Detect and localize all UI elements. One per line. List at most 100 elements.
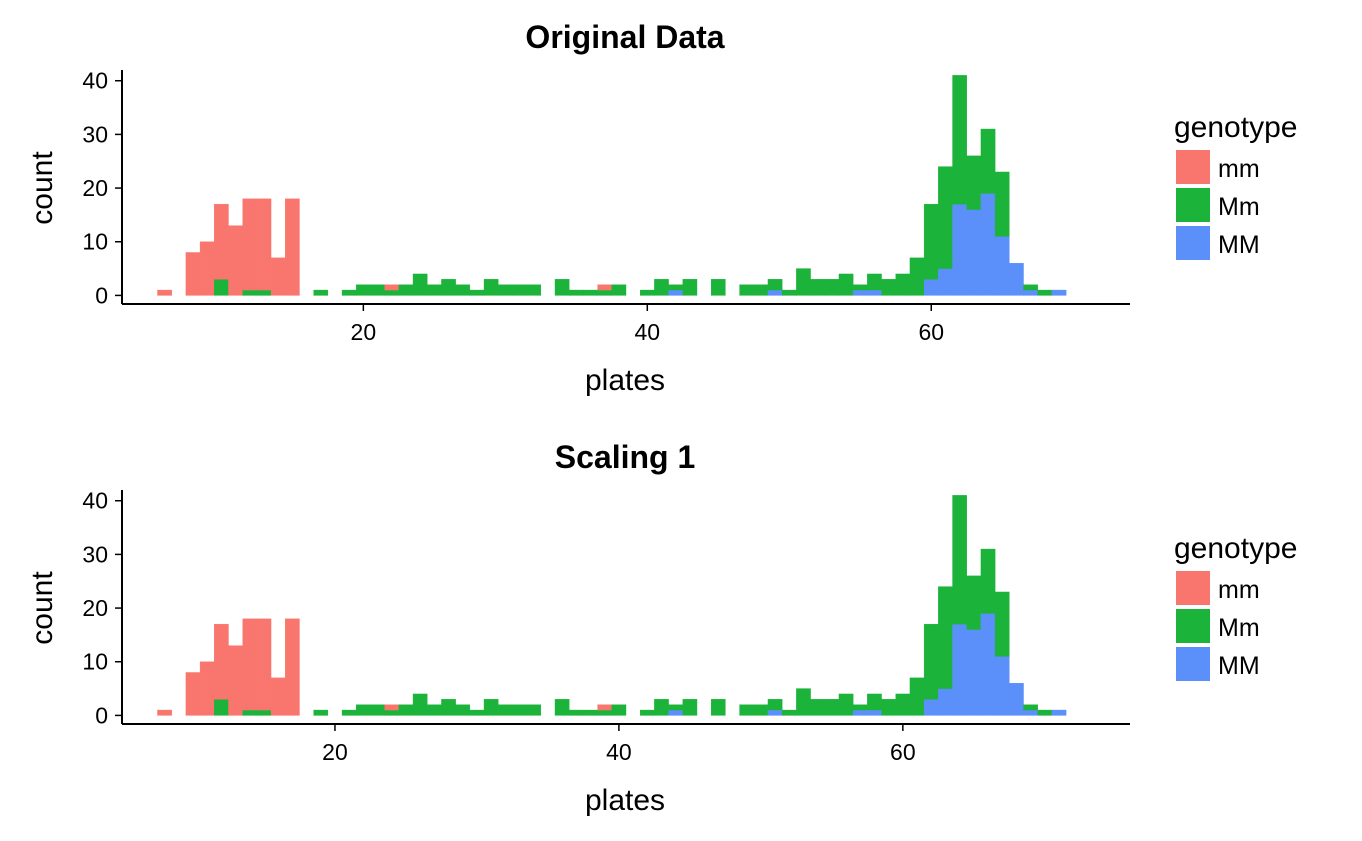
bar-mm-24 [384,704,400,711]
bar-mm-47 [710,699,726,716]
bar-mm-63 [966,209,982,296]
y-tick-label: 20 [82,595,108,621]
bar-mm-71 [1051,709,1067,716]
bar-mm-49 [739,704,754,716]
bar-mm-45 [682,699,698,716]
bar-mm-65 [966,575,982,630]
bar-mm-14 [270,257,286,296]
bar-mm-14 [242,618,258,711]
y-tick-label: 20 [82,175,108,201]
bar-mm-43 [654,699,669,716]
bar-mm-45 [710,279,726,296]
bar-mm-63 [938,688,953,716]
bar-mm-12 [214,699,229,716]
bar-mm-70 [1037,709,1053,716]
bar-mm-26 [412,693,428,716]
bar-mm-44 [668,704,683,711]
bar-mm-12 [242,289,258,296]
bar-mm-24 [384,709,400,716]
bar-mm-42 [668,284,683,291]
legend-key-mm [1176,571,1210,605]
y-tick-label: 10 [82,649,108,675]
bar-mm-64 [952,623,967,716]
bar-mm-40 [640,289,655,296]
bar-mm-57 [852,704,868,711]
bar-mm-51 [767,699,783,711]
bar-mm-23 [398,284,414,296]
bar-mm-62 [923,699,939,716]
bar-mm-64 [980,193,996,296]
bar-mm-32 [498,704,513,716]
x-tick-label: 20 [351,319,377,345]
y-tick-label: 0 [95,702,108,728]
bar-mm-23 [370,704,385,716]
bar-mm-30 [469,709,485,716]
bar-mm-22 [384,284,400,291]
bar-mm-52 [781,709,797,716]
bar-mm-63 [938,586,953,689]
bar-mm-43 [682,279,698,296]
bar-mm-53 [824,279,840,296]
bar-mm-33 [512,704,527,716]
bar-mm-50 [781,289,797,296]
bar-mm-11 [228,225,243,296]
y-tick-label: 0 [95,282,108,308]
bar-mm-56 [838,693,854,716]
bar-mm-28 [469,289,485,296]
bar-mm-24 [412,273,428,296]
bar-mm-64 [980,128,996,194]
bar-mm-26 [441,279,456,296]
bar-mm-66 [980,613,996,716]
bar-mm-60 [923,203,939,280]
legend-label-mm: mm [1218,155,1260,183]
bar-mm-15 [285,198,300,296]
bar-mm-69 [1023,709,1038,716]
y-tick-label: 10 [82,229,108,255]
bar-mm-61 [938,166,953,269]
bar-mm-58 [867,693,882,711]
bar-mm-38 [583,709,598,716]
bar-mm-22 [384,289,400,296]
bar-mm-62 [923,623,939,700]
panel-original-data: Original Data 20 40 60 0 10 20 30 40 plates cou… [26,19,1297,397]
bar-mm-66 [1009,263,1024,296]
bar-mm-59 [909,257,925,296]
bar-mm-60 [923,279,939,296]
legend-key-mm [1176,150,1210,184]
bar-mm-31 [512,284,527,296]
bar-mm-29 [483,279,499,296]
bar-mm-37 [569,709,584,716]
bar-mm-58 [895,273,911,296]
bar-mm-25 [427,284,442,296]
bar-mm-20 [356,284,371,296]
bar-mm-51 [767,709,783,716]
x-axis-label: plates [585,784,665,817]
bar-mm-53 [796,688,811,716]
bar-mm-13 [256,289,272,296]
bar-mm-42 [668,289,683,296]
bar-mm-58 [867,709,882,716]
legend: genotype mm Mm MM [1174,532,1297,681]
bar-mm-15 [256,709,272,716]
x-tick-label: 40 [634,319,660,345]
bar-mm-41 [654,279,669,296]
bar-mm-10 [185,672,201,716]
bar-mm-17 [313,289,329,296]
bar-mm-39 [597,709,613,716]
bar-mm-27 [455,284,471,296]
bar-mm-19 [341,289,357,296]
bar-mm-65 [994,171,1010,237]
bar-mm-55 [852,284,868,291]
legend-key-mm [1176,647,1210,681]
chart-title: Original Data [525,19,724,55]
bar-mm-36 [554,699,570,716]
bar-mm-62 [952,203,967,296]
bar-mm-68 [1009,683,1024,716]
bar-mm-31 [483,699,499,716]
bar-mm-34 [526,704,542,716]
axes-group: 20 40 60 0 10 20 30 40 [82,488,1130,765]
bar-mm-10 [214,203,229,280]
bar-mm-69 [1023,704,1038,711]
bar-mm-59 [881,699,896,716]
